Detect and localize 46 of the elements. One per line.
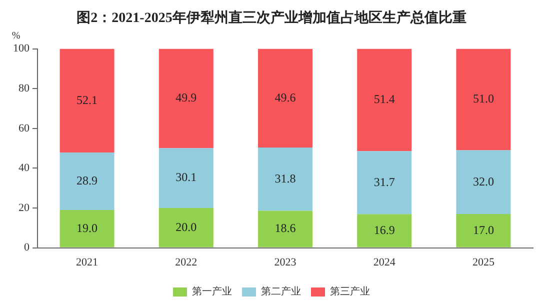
bar <box>456 150 511 214</box>
data-label: 17.0 <box>472 222 494 237</box>
legend-label: 第三产业 <box>330 286 370 298</box>
x-tick-label: 2024 <box>373 256 396 268</box>
data-label: 18.6 <box>274 221 296 236</box>
data-label: 32.0 <box>472 174 494 188</box>
data-label: 51.4 <box>374 92 395 106</box>
y-tick-label: 20 <box>18 202 30 214</box>
bar <box>258 210 313 248</box>
bar <box>258 48 313 148</box>
data-label: 51.0 <box>472 92 494 106</box>
y-tick-label: 100 <box>13 42 30 55</box>
x-tick-label: 2022 <box>175 256 198 268</box>
data-label: 19.0 <box>76 220 98 235</box>
data-label: 49.9 <box>176 90 197 105</box>
legend-label: 第二产业 <box>261 286 301 298</box>
data-label: 49.6 <box>274 90 296 104</box>
x-tick-label: 2023 <box>274 256 297 268</box>
bar <box>456 214 511 248</box>
bar <box>258 148 313 211</box>
x-tick-label: 2025 <box>472 256 495 268</box>
data-label: 52.1 <box>76 92 98 107</box>
chart-title: 图2：2021-2025年伊犁州直三次产业增加值占地区生产总值比重 <box>76 9 466 26</box>
legend-label: 第一产业 <box>192 286 232 298</box>
bar <box>357 214 412 248</box>
bar <box>60 210 114 248</box>
data-label: 28.9 <box>76 173 98 188</box>
bar <box>357 48 412 152</box>
bar <box>158 48 214 148</box>
bar <box>357 151 412 214</box>
y-tick-label: 0 <box>24 242 30 254</box>
data-label: 31.8 <box>274 171 296 186</box>
y-tick-label: 40 <box>18 162 30 174</box>
y-tick-label: 80 <box>18 82 30 94</box>
y-axis-title: % <box>12 30 20 42</box>
bar <box>456 48 511 150</box>
bar <box>60 48 114 152</box>
x-tick-label: 2021 <box>76 256 98 268</box>
data-label: 16.9 <box>374 222 395 237</box>
y-tick-label: 60 <box>18 122 30 134</box>
data-label: 31.7 <box>374 174 395 189</box>
bar <box>158 148 214 208</box>
bar <box>158 208 214 248</box>
data-label: 30.1 <box>176 170 197 184</box>
data-label: 20.0 <box>176 220 197 234</box>
bar <box>60 152 114 210</box>
